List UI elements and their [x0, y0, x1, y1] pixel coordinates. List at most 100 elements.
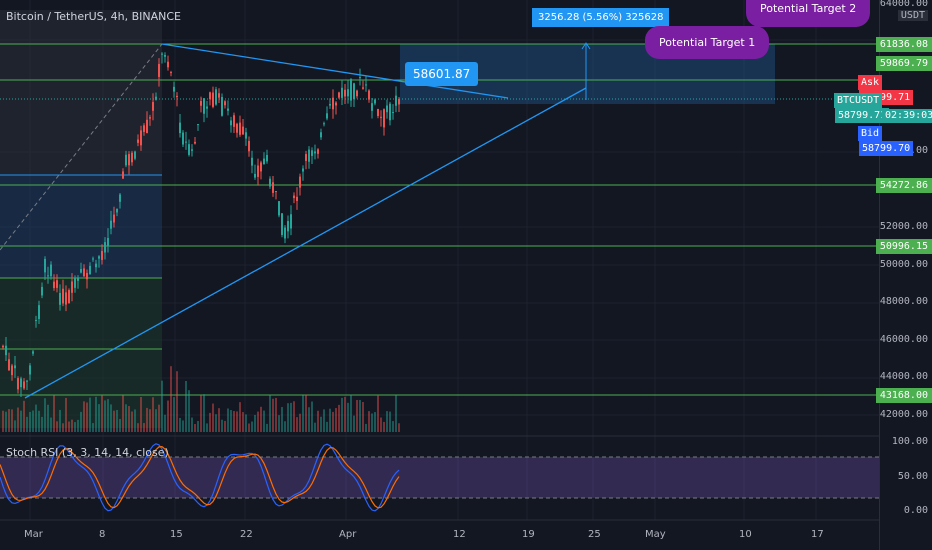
- time-label-15: 15: [170, 529, 183, 540]
- candle-body: [146, 119, 148, 134]
- candle-body: [332, 97, 334, 110]
- volume-bar: [239, 402, 241, 432]
- volume-bar: [185, 381, 187, 432]
- candle-body: [167, 61, 169, 68]
- candle-body: [314, 151, 316, 154]
- candle-body: [341, 87, 343, 98]
- target1-bubble: Potential Target 1: [645, 26, 770, 59]
- candle-body: [254, 173, 256, 178]
- candle-body: [290, 214, 292, 229]
- volume-bar: [332, 411, 334, 432]
- candle-body: [386, 105, 388, 113]
- volume-bar: [233, 411, 235, 432]
- volume-bar: [398, 423, 400, 432]
- candle-body: [107, 237, 109, 247]
- candle-body: [53, 281, 55, 289]
- candle-body: [185, 141, 187, 143]
- candle-body: [299, 176, 301, 188]
- time-axis[interactable]: Mar 8 15 22 Apr 12 19 25 May 10 17: [0, 522, 880, 550]
- currency-label: USDT: [897, 10, 928, 21]
- time-label-10: 10: [739, 529, 752, 540]
- volume-bar: [227, 408, 229, 432]
- candle-body: [128, 154, 130, 166]
- candle-body: [17, 378, 19, 390]
- candle-body: [122, 171, 124, 179]
- volume-bar: [173, 397, 175, 432]
- volume-bar: [17, 407, 19, 432]
- range-zone-top: [0, 10, 162, 175]
- time-label-may: May: [645, 529, 666, 540]
- candle-body: [95, 263, 97, 268]
- volume-bar: [128, 406, 130, 432]
- volume-bar: [230, 410, 232, 432]
- volume-bar: [161, 380, 163, 432]
- candle-body: [113, 214, 115, 223]
- volume-bar: [50, 417, 52, 432]
- volume-bar: [287, 403, 289, 432]
- candle-body: [194, 141, 196, 144]
- time-label-22: 22: [240, 529, 253, 540]
- volume-bar: [302, 395, 304, 432]
- volume-bar: [371, 413, 373, 432]
- tick-64000: 64000.00: [879, 0, 928, 9]
- volume-bar: [35, 404, 37, 432]
- volume-bar: [383, 421, 385, 432]
- tick-50000: 50000.00: [879, 259, 928, 270]
- candle-body: [68, 290, 70, 304]
- volume-bar: [95, 396, 97, 432]
- volume-bar: [275, 397, 277, 432]
- volume-bar: [113, 410, 115, 432]
- dashed-trend: [0, 43, 163, 251]
- candle-body: [137, 139, 139, 143]
- target2-bubble: Potential Target 2: [746, 0, 871, 27]
- candle-body: [143, 125, 145, 132]
- volume-bar: [386, 411, 388, 432]
- level-tag-43168: 43168.00: [875, 388, 932, 403]
- volume-bar: [32, 410, 34, 432]
- range-zone-green: [0, 278, 162, 428]
- volume-bar: [119, 418, 121, 432]
- candle-body: [29, 365, 31, 375]
- rsi-band: [0, 457, 880, 498]
- volume-bar: [101, 394, 103, 432]
- time-label-17: 17: [811, 529, 824, 540]
- candle-body: [89, 265, 91, 275]
- candle-body: [383, 109, 385, 128]
- volume-bar: [107, 399, 109, 432]
- tick-52000: 52000.00: [879, 221, 928, 232]
- volume-bar: [395, 394, 397, 432]
- candle-body: [263, 158, 265, 164]
- rsi-title: Stoch RSI (3, 3, 14, 14, close): [6, 446, 169, 459]
- volume-bar: [44, 398, 46, 432]
- volume-bar: [242, 412, 244, 432]
- tick-42000: 42000.00: [879, 409, 928, 420]
- level-tag-61836: 61836.08: [875, 37, 932, 52]
- volume-bar: [134, 409, 136, 432]
- candle-body: [131, 152, 133, 163]
- candle-body: [257, 165, 259, 177]
- candle-body: [155, 96, 157, 100]
- volume-bar: [206, 423, 208, 432]
- volume-bar: [152, 397, 154, 432]
- tick-44000: 44000.00: [879, 371, 928, 382]
- volume-bar: [143, 423, 145, 432]
- candle-body: [305, 154, 307, 161]
- price-chart[interactable]: [0, 0, 880, 550]
- volume-bar: [248, 423, 250, 432]
- candle-body: [35, 320, 37, 322]
- candle-body: [302, 168, 304, 172]
- volume-bar: [374, 412, 376, 432]
- candle-body: [176, 95, 178, 98]
- volume-bars: [2, 366, 400, 432]
- tick-48000: 48000.00: [879, 296, 928, 307]
- candle-body: [74, 278, 76, 288]
- volume-bar: [26, 416, 28, 432]
- level-tag-50996: 50996.15: [875, 239, 932, 254]
- volume-bar: [110, 404, 112, 432]
- price-callout: 58601.87: [405, 62, 479, 86]
- candle-body: [92, 258, 94, 260]
- volume-bar: [311, 401, 313, 432]
- volume-bar: [116, 409, 118, 432]
- volume-bar: [89, 397, 91, 432]
- volume-bar: [77, 419, 79, 432]
